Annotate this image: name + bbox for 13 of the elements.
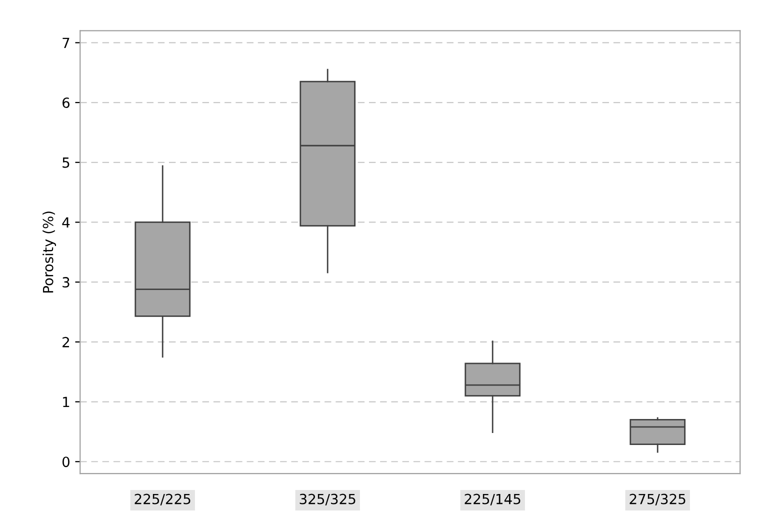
x-tick-label: 225/145 [464, 494, 520, 506]
y-tick-label: 7 [62, 38, 70, 48]
y-tick-label: 2 [62, 336, 69, 348]
y-tick-label: 0 [62, 456, 70, 468]
y-tick-label: 6 [62, 98, 70, 108]
x-tick-label: 225/225 [134, 494, 190, 506]
y-tick-label: 5 [62, 158, 70, 168]
y-tick-label: 1 [63, 396, 70, 408]
x-tick-label: 325/325 [300, 494, 356, 506]
y-tick-label: 3 [62, 277, 70, 288]
x-tick-label: 275/325 [630, 494, 686, 506]
y-axis-title: Porosity (%) [42, 212, 56, 293]
y-tick-label: 4 [62, 217, 70, 228]
